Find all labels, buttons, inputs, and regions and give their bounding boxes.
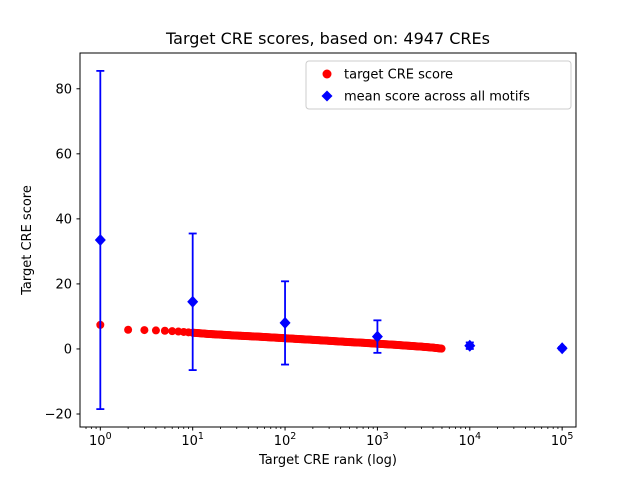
x-tick-label: 104 bbox=[458, 431, 481, 449]
y-tick-label: 0 bbox=[64, 342, 72, 357]
x-axis-label: Target CRE rank (log) bbox=[258, 453, 397, 468]
legend-frame bbox=[305, 60, 572, 110]
mean-score-point bbox=[187, 295, 199, 308]
x-tick-label: 102 bbox=[274, 431, 297, 449]
mean-score-point bbox=[464, 339, 476, 352]
x-tick-label: 100 bbox=[89, 431, 112, 449]
y-tick-label: 20 bbox=[55, 277, 72, 292]
target-score-point bbox=[124, 325, 133, 334]
x-axis-ticks: 100 101 102 103 104 105 bbox=[85, 427, 574, 449]
y-tick-label: 40 bbox=[55, 212, 72, 227]
legend-target-marker-icon bbox=[322, 69, 332, 79]
mean-score-point bbox=[556, 342, 568, 355]
target-score-point bbox=[160, 326, 169, 335]
legend: target CRE score mean score across all m… bbox=[305, 60, 572, 110]
plot-frame bbox=[79, 52, 577, 428]
y-axis-label: Target CRE score bbox=[20, 185, 35, 296]
blue-mean-series bbox=[94, 69, 568, 411]
y-tick-label: 80 bbox=[55, 82, 72, 97]
target-score-point bbox=[168, 327, 177, 336]
x-tick-label: 105 bbox=[551, 431, 574, 449]
y-axis-ticks: −20 0 20 40 60 80 bbox=[45, 82, 80, 422]
target-score-point bbox=[140, 326, 149, 335]
target-score-point bbox=[151, 326, 160, 335]
legend-target-label: target CRE score bbox=[344, 68, 453, 83]
legend-mean-label: mean score across all motifs bbox=[344, 90, 530, 105]
x-tick-label: 101 bbox=[181, 431, 204, 449]
y-tick-label: −20 bbox=[45, 407, 72, 422]
mean-score-point bbox=[279, 316, 291, 329]
target-score-point bbox=[437, 344, 446, 353]
mean-score-point bbox=[94, 234, 106, 246]
x-tick-label: 103 bbox=[366, 431, 389, 449]
legend-mean-marker-icon bbox=[321, 90, 333, 102]
red-scatter-series bbox=[96, 320, 446, 353]
y-tick-label: 60 bbox=[55, 147, 72, 162]
mean-score-point bbox=[371, 330, 383, 343]
chart-title: Target CRE scores, based on: 4947 CREs bbox=[165, 29, 490, 48]
